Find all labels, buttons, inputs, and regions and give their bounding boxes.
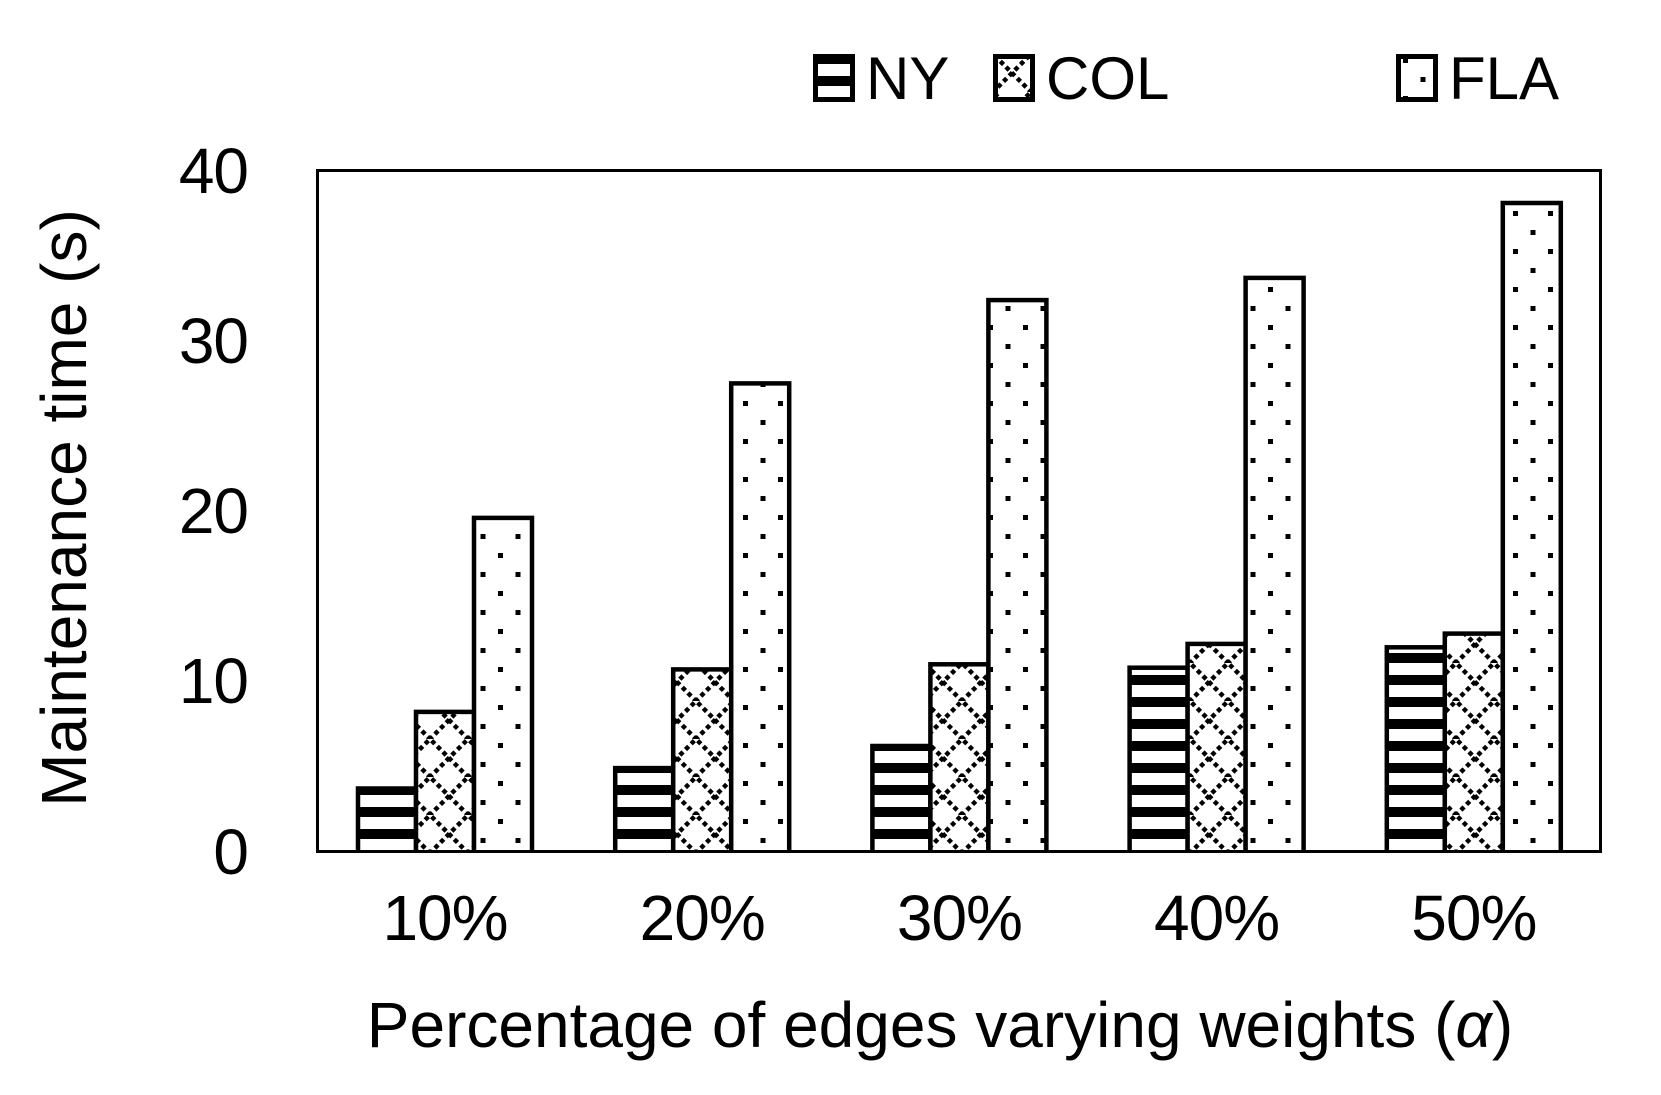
bar-ny-10% [355,786,419,853]
legend-swatch-fla-icon [1396,54,1438,102]
bar-ny-30% [870,743,933,853]
legend-item-col: COL [993,45,1169,112]
bar-fla-30% [986,297,1049,853]
bar-fla-20% [728,381,792,853]
bars-group [355,200,1564,853]
alpha-symbol: α [1455,989,1492,1061]
bar-col-10% [413,709,477,853]
legend-swatch-rect [813,54,855,102]
legend-swatch-col-icon [993,54,1035,102]
legend-label-fla: FLA [1449,44,1560,112]
x-tick-label-20%: 20% [639,882,766,954]
legend-swatch-rect [1396,54,1438,102]
y-tick-label-40: 40 [178,134,249,207]
y-tick-label-20: 20 [178,475,249,548]
y-tick-label-30: 30 [178,304,249,377]
y-tick-label-0: 0 [213,815,249,888]
bar-fla-40% [1243,275,1306,853]
x-tick-label-40%: 40% [1154,882,1280,954]
x-axis-title-close-paren: ) [1491,989,1514,1061]
bar-col-50% [1442,631,1506,853]
bar-ny-20% [612,765,676,853]
plot-border [316,169,1602,853]
legend-swatch-ny-icon [813,54,855,102]
bar-ny-50% [1384,645,1448,853]
chart-legend: NY COL FLA [0,0,1661,120]
legend-item-fla: FLA [1396,45,1559,112]
x-tick-label-50%: 50% [1411,882,1537,954]
y-tick-label-10: 10 [178,645,249,718]
bar-fla-10% [471,515,535,853]
x-tick-label-10%: 10% [382,882,508,954]
x-tick-label-30%: 30% [896,882,1023,954]
bar-col-20% [670,667,734,853]
bar-col-30% [928,662,991,853]
x-axis-title-text: Percentage of edges varying weights ( [366,989,1456,1061]
bar-col-40% [1185,641,1248,853]
legend-label-col: COL [1046,44,1170,112]
x-axis-title: Percentage of edges varying weights (α) [270,988,1610,1062]
plot-area [316,169,1602,853]
y-axis-title: Maintenance time (s) [28,209,100,807]
bar-ny-40% [1127,665,1190,853]
legend-item-ny: NY [813,45,949,112]
legend-label-ny: NY [866,44,950,112]
bar-fla-50% [1500,200,1564,853]
legend-swatch-rect [993,54,1035,102]
